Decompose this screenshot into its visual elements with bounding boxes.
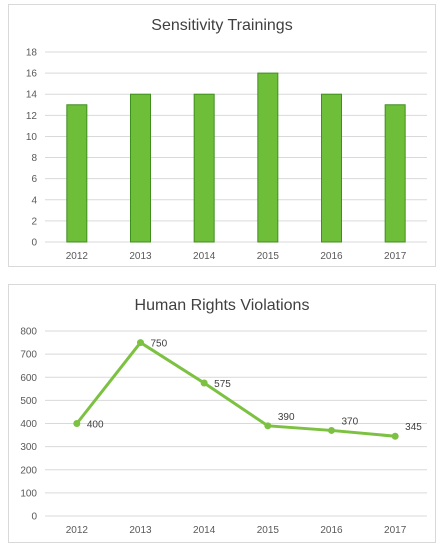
y-tick-label: 500 <box>20 396 37 407</box>
y-tick-label: 600 <box>20 373 37 384</box>
line-chart: 0 100 200 300 400 500 600 700 800 400 2012 750 2013 5… <box>20 327 427 536</box>
data-point <box>264 422 272 430</box>
y-tick-label: 700 <box>20 350 37 361</box>
bar <box>66 104 88 243</box>
y-tick-label: 12 <box>26 111 38 122</box>
x-tick-label: 2014 <box>193 525 216 536</box>
data-point <box>137 339 144 347</box>
data-label: 345 <box>405 422 422 433</box>
chart-title: Sensitivity Trainings <box>151 17 293 34</box>
bar-chart: 0 2 4 6 8 10 12 14 16 18 2012 2013 2014 2015 2016 2017 <box>26 48 427 262</box>
data-label: 370 <box>342 416 359 427</box>
y-tick-label: 300 <box>20 442 37 453</box>
chart-title: Human Rights Violations <box>134 297 310 314</box>
x-tick-label: 2015 <box>257 251 280 262</box>
x-tick-label: 2017 <box>384 525 407 536</box>
data-point <box>73 420 81 427</box>
line-chart-panel: Human Rights Violations 0 100 200 300 400 500… <box>8 284 436 543</box>
data-label: 400 <box>87 420 104 431</box>
y-tick-label: 10 <box>26 132 38 143</box>
y-tick-label: 16 <box>26 69 38 80</box>
y-tick-label: 200 <box>20 465 37 476</box>
bar <box>384 104 406 243</box>
y-tick-label: 4 <box>31 195 37 206</box>
y-tick-label: 800 <box>20 327 37 338</box>
data-label: 575 <box>214 379 231 390</box>
bar <box>321 93 342 243</box>
x-tick-label: 2012 <box>66 251 89 262</box>
x-tick-label: 2016 <box>320 525 343 536</box>
y-tick-label: 0 <box>31 512 37 523</box>
x-tick-label: 2013 <box>129 525 152 536</box>
y-tick-label: 0 <box>31 238 37 249</box>
x-tick-label: 2016 <box>320 251 343 262</box>
data-label: 750 <box>151 339 168 350</box>
x-tick-label: 2014 <box>193 251 216 262</box>
data-point <box>328 426 335 434</box>
x-tick-label: 2015 <box>257 525 280 536</box>
bar <box>193 93 215 243</box>
data-point <box>200 379 208 387</box>
bar-chart-panel: Sensitivity Trainings 0 2 4 6 8 10 12 14 16 18 201… <box>8 4 436 267</box>
bar <box>257 72 279 243</box>
y-tick-label: 18 <box>26 48 38 59</box>
series-line <box>75 341 396 438</box>
x-tick-label: 2017 <box>384 251 407 262</box>
data-label: 390 <box>278 412 295 423</box>
data-point <box>391 432 399 440</box>
y-tick-label: 8 <box>31 153 37 164</box>
y-tick-label: 400 <box>20 419 37 430</box>
bar <box>130 93 151 243</box>
y-tick-label: 6 <box>31 174 37 185</box>
y-tick-label: 14 <box>26 90 38 101</box>
y-tick-label: 100 <box>20 488 37 499</box>
x-tick-label: 2012 <box>66 525 89 536</box>
x-tick-label: 2013 <box>129 251 152 262</box>
y-tick-label: 2 <box>31 216 37 227</box>
